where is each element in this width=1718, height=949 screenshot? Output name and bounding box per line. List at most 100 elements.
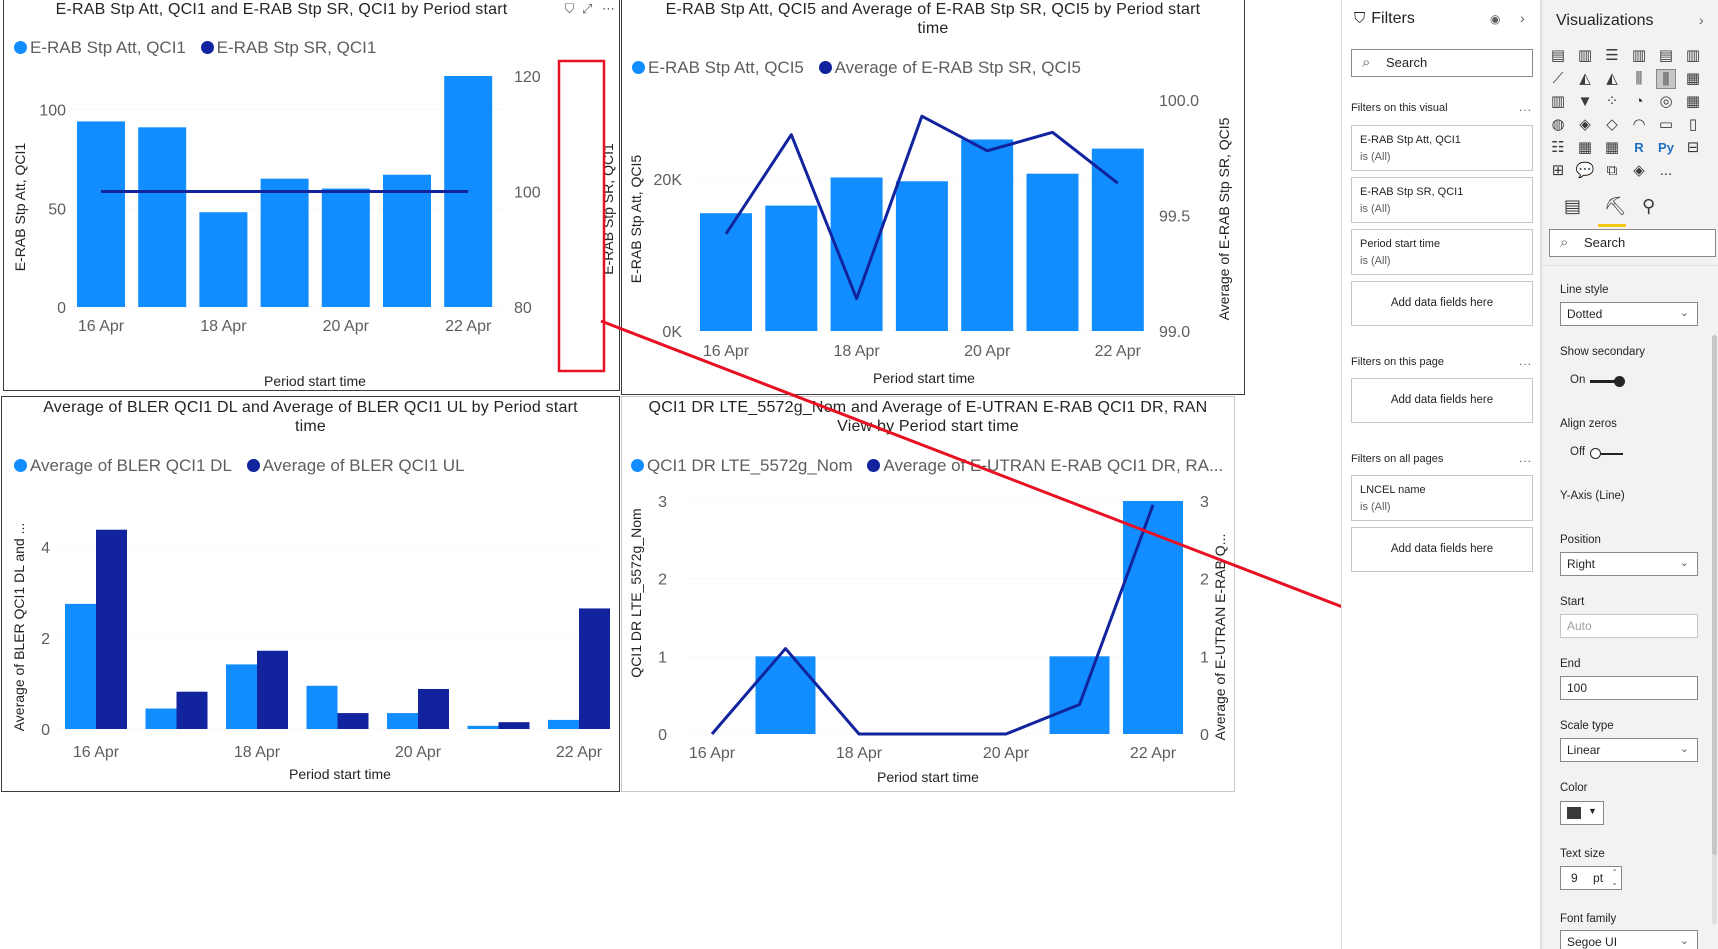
align-zeros-toggle[interactable] [1590,448,1626,459]
x-tick-label: 20 Apr [964,343,1011,360]
filled-map-icon[interactable]: ◈ [1579,116,1591,133]
legend-dot [246,459,260,472]
scatter-icon[interactable]: ⁘ [1605,93,1619,110]
bar-ul [498,722,530,729]
fields-tab-icon[interactable]: ▤ [1564,196,1582,216]
r-visual-icon[interactable]: R [1634,140,1644,155]
legend-item-ul[interactable]: Average of BLER QCI1 UL [246,456,465,475]
card-icon[interactable]: ▭ [1658,116,1674,133]
collapse-pane-icon[interactable]: › [1699,12,1704,28]
map-icon[interactable]: ◍ [1551,116,1565,133]
collapse-pane-icon[interactable]: › [1520,10,1525,26]
pie-chart-icon[interactable]: ◔ [1634,93,1644,110]
x-tick-label: 20 Apr [323,318,370,335]
more-options-icon[interactable]: ... [1519,451,1533,465]
slicer-icon[interactable]: ☷ [1551,139,1565,156]
eye-icon[interactable]: ◉ [1490,12,1501,26]
smart-narrative-icon[interactable]: ⧉ [1606,162,1618,179]
python-visual-icon[interactable]: Py [1658,140,1674,155]
key-influencers-icon[interactable]: ⊟ [1686,139,1700,156]
format-search-input[interactable]: ⌕ Search [1549,229,1716,257]
matrix-icon[interactable]: ▦ [1604,139,1620,156]
filters-search-input[interactable]: ⌕ Search [1351,49,1533,77]
add-data-fields-all[interactable]: Add data fields here [1351,527,1533,572]
chevron-down-icon: ⌄ [1679,743,1689,755]
focus-mode-icon[interactable]: ⤢ [581,1,593,16]
format-scrollbar-thumb[interactable] [1712,335,1717,855]
legend-item-att[interactable]: E-RAB Stp Att, QCI5 [632,58,804,77]
clustered-bar-icon[interactable]: ☰ [1605,47,1619,64]
toggle-track [1590,380,1622,383]
format-paint-roller-icon[interactable]: ⛏ [1604,196,1627,216]
y-tick-label-left: 50 [48,201,66,218]
font-family-dropdown[interactable]: Segoe UI ⌄ [1560,930,1698,949]
table-icon[interactable]: ▦ [1577,139,1593,156]
ribbon-chart-icon[interactable]: ▦ [1685,70,1701,87]
funnel-icon[interactable]: ▼ [1577,93,1593,110]
area-chart-icon[interactable]: ◭ [1579,70,1591,87]
waterfall-icon[interactable]: ▥ [1550,93,1566,110]
line-column-icon[interactable]: ⫼ [1635,70,1643,87]
show-secondary-state: On [1570,374,1586,386]
qa-icon[interactable]: 💬 [1575,162,1595,179]
visual-dr-combo-chart[interactable]: QCI1 DR LTE_5572g_Nom and Average of E-U… [621,396,1235,792]
start-input[interactable]: Auto [1560,614,1698,638]
visual-qci1-combo-chart[interactable]: E-RAB Stp Att, QCI1 and E-RAB Stp SR, QC… [3,0,620,391]
clustered-column-icon[interactable]: ▥ [1631,47,1647,64]
analytics-tab-icon[interactable]: ⚲ [1642,196,1656,216]
y-tick-label-left: 2 [658,572,667,589]
stacked-column-icon[interactable]: ▥ [1577,47,1593,64]
bar [700,213,752,331]
text-size-stepper[interactable]: 9 pt ⌃ ⌄ [1560,866,1622,890]
more-visuals-icon[interactable]: ... [1659,162,1673,179]
line-style-dropdown[interactable]: Dotted ⌄ [1560,302,1698,326]
treemap-icon[interactable]: ▦ [1685,93,1701,110]
more-options-icon[interactable]: ... [1519,354,1533,368]
legend-item-att[interactable]: E-RAB Stp Att, QCI1 [14,38,186,57]
position-dropdown[interactable]: Right ⌄ [1560,552,1698,576]
bar [755,656,816,734]
legend-item-dl[interactable]: Average of BLER QCI1 DL [14,456,232,475]
filter-card-sr-qci1[interactable]: E-RAB Stp SR, QCI1 is (All) [1351,177,1533,223]
decomposition-tree-icon[interactable]: ⊞ [1551,162,1565,179]
y-axis-line-label: Y-Axis (Line) [1560,490,1625,502]
filter-card-lncel[interactable]: LNCEL name is (All) [1351,475,1533,521]
shape-map-icon[interactable]: ◇ [1606,116,1618,133]
filter-icon[interactable]: ⛉ [564,1,575,16]
color-picker-button[interactable]: ▼ [1560,801,1604,825]
stepper-arrows-icon[interactable]: ⌃ ⌄ [1611,868,1618,887]
filters-on-all-pages-label: Filters on all pages [1351,453,1444,465]
x-tick-label: 18 Apr [833,343,880,360]
filter-card-att-qci1[interactable]: E-RAB Stp Att, QCI1 is (All) [1351,125,1533,171]
bar [1049,656,1110,734]
start-label: Start [1560,596,1585,608]
bar [1091,148,1144,331]
x-tick-label: 22 Apr [556,744,603,761]
chevron-down-icon: ⌄ [1679,307,1689,319]
paginated-icon[interactable]: ◈ [1633,162,1645,179]
scale-type-dropdown[interactable]: Linear ⌄ [1560,738,1698,762]
visual-bler-bar-chart[interactable]: Average of BLER QCI1 DL and Average of B… [1,396,620,792]
format-tab-active-indicator [1598,224,1626,227]
stacked-area-icon[interactable]: ◭ [1606,70,1618,87]
more-options-icon[interactable]: ⋯ [602,1,615,16]
100-bar-icon[interactable]: ▤ [1658,47,1674,64]
add-data-fields-page[interactable]: Add data fields here [1351,378,1533,423]
donut-icon[interactable]: ◎ [1659,93,1673,110]
chart-plot: 0 1 2 3 0 1 2 3 16 Apr 18 Apr 20 Apr 22 Apr QCI1 … [628,494,1228,785]
visual-qci5-combo-chart[interactable]: E-RAB Stp Att, QCI5 and Average of E-RAB… [621,0,1245,395]
line-clustered-column-icon[interactable]: ⫼ [1656,69,1676,89]
legend-item-sr[interactable]: Average of E-RAB Stp SR, QCI5 [818,58,1081,77]
kpi-icon[interactable]: ▯ [1688,116,1698,133]
filter-card-period[interactable]: Period start time is (All) [1351,229,1533,275]
legend-item-sr[interactable]: E-RAB Stp SR, QCI1 [200,38,376,57]
gauge-icon[interactable]: ◠ [1632,116,1646,133]
line-chart-icon[interactable]: ⟋ [1552,70,1564,87]
more-options-icon[interactable]: ... [1519,100,1533,114]
show-secondary-toggle[interactable] [1590,376,1626,387]
end-input[interactable]: 100 [1560,676,1698,700]
x-tick-label: 16 Apr [703,343,750,360]
100-column-icon[interactable]: ▥ [1685,47,1701,64]
stacked-bar-icon[interactable]: ▤ [1550,47,1566,64]
add-data-fields-visual[interactable]: Add data fields here [1351,281,1533,326]
